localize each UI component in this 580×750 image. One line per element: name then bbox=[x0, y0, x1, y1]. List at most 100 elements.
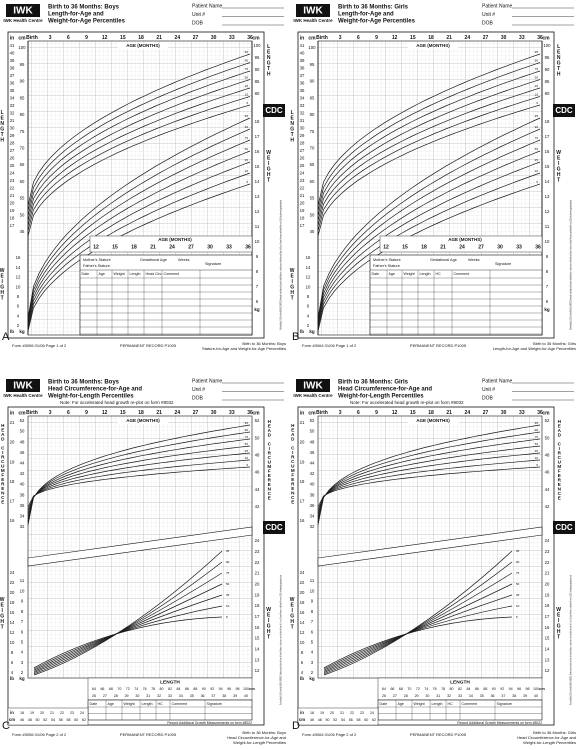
weight-curve bbox=[317, 150, 541, 325]
scale-label: 100 bbox=[253, 43, 261, 48]
footer-right: Head Circumference-for-Age and bbox=[517, 735, 576, 740]
panel-letter: C bbox=[2, 720, 10, 732]
label: Father's Stature bbox=[83, 264, 110, 268]
scale-label: 23 bbox=[10, 178, 15, 183]
scale-label: 20 bbox=[300, 440, 305, 445]
scale-label: 12 bbox=[102, 410, 108, 416]
scale-label: 5 bbox=[21, 639, 24, 644]
scale-label: 8 bbox=[546, 269, 549, 274]
scale-label: 94 bbox=[219, 687, 223, 691]
label: Age bbox=[389, 272, 395, 276]
weight-curve bbox=[27, 128, 251, 321]
percentile-label: 95 bbox=[226, 549, 230, 553]
label: Signature bbox=[205, 262, 221, 266]
scale-label: 16 bbox=[255, 625, 260, 630]
side-label: HEAD CIRCUMFERENCE bbox=[0, 423, 5, 504]
footer-right: Weight-for-Length Percentiles bbox=[523, 740, 576, 745]
scale-label: 39 bbox=[300, 58, 305, 63]
note: Note: For accelerated head growth re-plo… bbox=[350, 400, 464, 405]
scale-label: 62 bbox=[82, 718, 86, 722]
scale-label: 75 bbox=[20, 129, 25, 134]
weight-curve bbox=[317, 128, 541, 321]
scale-label: 27 bbox=[483, 410, 489, 416]
label: Weight bbox=[404, 272, 415, 276]
scale-label: 13 bbox=[545, 657, 550, 662]
scale-label: 50 bbox=[255, 435, 260, 440]
scale-label: 14 bbox=[545, 179, 550, 184]
scale-label: 17 bbox=[255, 614, 260, 619]
scale-label: 30 bbox=[211, 35, 217, 41]
weight-curve bbox=[27, 161, 251, 327]
footer-center: PERMANENT RECORD P1005 bbox=[120, 732, 177, 737]
scale-label: 36 bbox=[537, 35, 543, 41]
side-label: LENGTH bbox=[266, 44, 272, 77]
percentile-label: 75 bbox=[516, 571, 520, 575]
scale-label: 10 bbox=[16, 284, 21, 289]
percentile-label: 90 bbox=[226, 560, 230, 564]
scale-label: 14 bbox=[306, 265, 311, 270]
scale-label: 21 bbox=[300, 420, 305, 425]
scale-label: 16 bbox=[306, 255, 311, 260]
axis-title: LENGTH bbox=[160, 679, 180, 685]
scale-label: 9 bbox=[85, 35, 88, 41]
length-curve bbox=[317, 70, 541, 217]
scale-label: 10 bbox=[306, 284, 311, 289]
scale-label: 12 bbox=[392, 35, 398, 41]
scale-label: 34 bbox=[179, 694, 183, 698]
scale-label: 9 bbox=[21, 599, 24, 604]
percentile-label: 25 bbox=[535, 84, 539, 88]
scale-label: 6 bbox=[256, 299, 259, 304]
scale-label: 16 bbox=[16, 255, 21, 260]
scale-label: 44 bbox=[545, 487, 550, 492]
percentile-label: 10 bbox=[245, 169, 249, 173]
percentile-label: 90 bbox=[516, 560, 520, 564]
scale-label: 35 bbox=[190, 694, 194, 698]
scale-label: 9 bbox=[85, 410, 88, 416]
length-left-band bbox=[7, 707, 89, 726]
wfl-curve bbox=[33, 583, 223, 672]
scale-label: 33 bbox=[519, 410, 525, 416]
weight-curve bbox=[27, 172, 251, 330]
scale-label: 21 bbox=[446, 35, 452, 41]
scale-label: 16 bbox=[300, 610, 305, 615]
side-label: WEIGHT bbox=[266, 607, 272, 640]
scale-label: 26 bbox=[300, 156, 305, 161]
label: Father's Stature bbox=[373, 264, 400, 268]
head-curve bbox=[27, 431, 251, 523]
scale-label: 29 bbox=[125, 694, 129, 698]
scale-label: 8 bbox=[21, 609, 24, 614]
percentile-label: 25 bbox=[245, 84, 249, 88]
scale-label: 14 bbox=[255, 646, 260, 651]
scale-label: 24 bbox=[10, 171, 15, 176]
scale-label: 6 bbox=[11, 660, 14, 665]
scale-label: 18 bbox=[10, 600, 15, 605]
scale-label: 32 bbox=[10, 111, 15, 116]
scale-label: 85 bbox=[255, 79, 260, 84]
scale-label: 14 bbox=[10, 620, 15, 625]
title: Weight-for-Age Percentiles bbox=[48, 19, 126, 25]
scale-label: 24 bbox=[255, 538, 260, 543]
scale-label: 30 bbox=[211, 410, 217, 416]
age-axis-band bbox=[89, 235, 253, 253]
side-label: HEAD CIRCUMFERENCE bbox=[266, 419, 271, 500]
scale-label: 92 bbox=[210, 687, 214, 691]
scale-label: 45 bbox=[310, 229, 315, 234]
scale-label: 38 bbox=[10, 66, 15, 71]
percentile-label: 5 bbox=[536, 463, 538, 467]
side-label: LENGTH bbox=[0, 110, 5, 143]
wfl-curve bbox=[323, 616, 513, 669]
side-label: WEIGHT bbox=[266, 150, 272, 183]
scale-label: 55 bbox=[20, 196, 25, 201]
scale-label: 24 bbox=[459, 244, 465, 250]
scale-label: 29 bbox=[10, 133, 15, 138]
scale-label: 36 bbox=[247, 35, 253, 41]
logo bbox=[6, 379, 40, 392]
scale-label: 19 bbox=[255, 592, 260, 597]
scale-label: 100 bbox=[308, 45, 316, 50]
field-label: DOB bbox=[192, 395, 204, 401]
unit: kg bbox=[19, 676, 25, 681]
percentile-label: 90 bbox=[535, 58, 539, 62]
label: Comment bbox=[172, 702, 188, 706]
